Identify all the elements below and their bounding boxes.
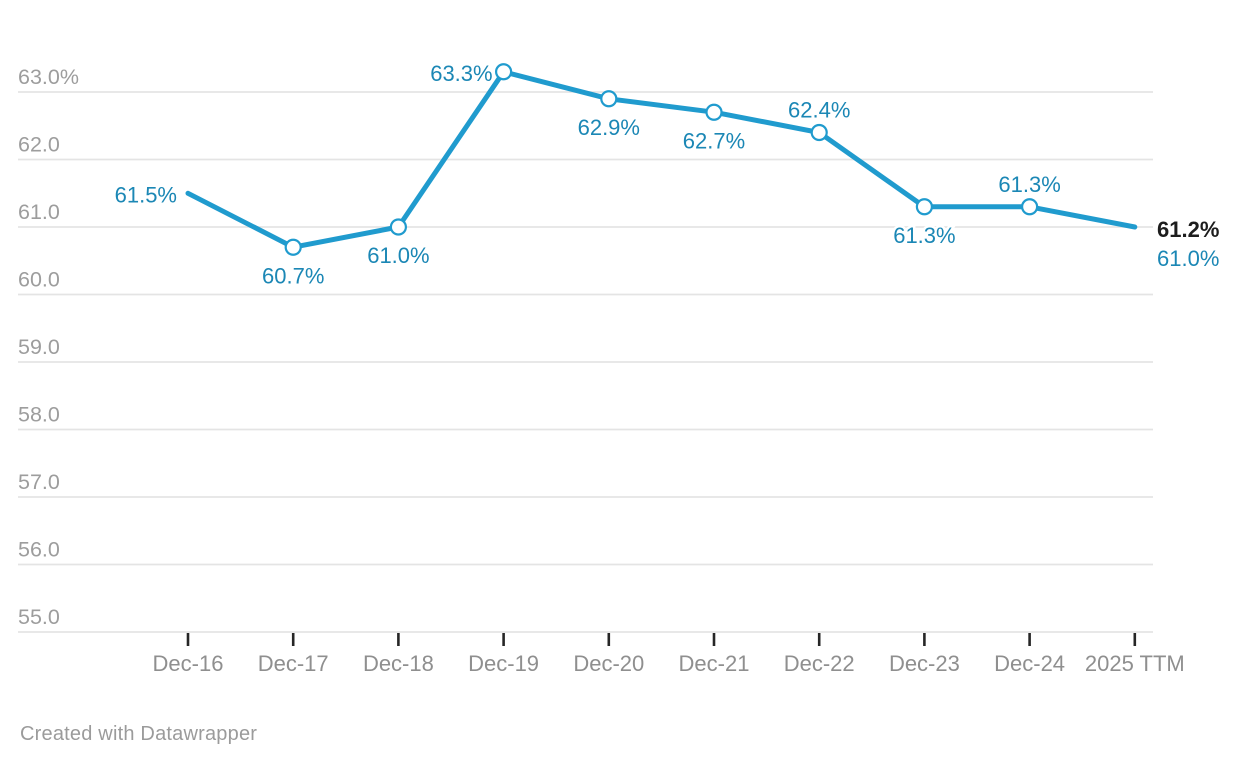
data-point-label: 61.0% [367,243,429,268]
data-point-label: 63.3% [430,61,492,86]
data-point-marker [495,63,513,81]
line-chart: 63.0% 62.0 61.0 60.0 59.0 58.0 57.0 56.0 55.0 Dec… [18,60,1220,676]
datawrapper-credit: Created with Datawrapper [20,723,258,745]
x-axis-label: Dec-19 [468,651,539,676]
end-label-primary: 61.2% [1157,217,1219,242]
data-point-label: 61.3% [893,223,955,248]
y-axis-label: 60.0 [18,268,60,292]
x-axis-label: Dec-18 [363,651,434,676]
x-axis-label: Dec-17 [258,651,329,676]
data-point-label: 62.4% [788,98,850,123]
y-axis-label: 55.0 [18,605,60,629]
x-axis-label: Dec-20 [573,651,644,676]
data-point-marker [600,90,618,108]
x-axis-label: 2025 TTM [1085,651,1185,676]
data-point-label: 61.5% [115,182,177,207]
data-point-label: 60.7% [262,263,324,288]
y-axis-label: 63.0% [18,65,79,89]
y-axis-label: 61.0 [18,200,60,224]
x-axis-label: Dec-23 [889,651,960,676]
data-point-label: 62.9% [578,115,640,140]
data-point-marker [705,103,723,121]
data-point-marker [915,198,934,216]
y-axis-label: 59.0 [18,335,60,359]
x-axis-label: Dec-21 [679,651,750,676]
y-axis-label: 57.0 [18,470,60,494]
x-axis-label: Dec-24 [994,651,1065,676]
x-axis-label: Dec-22 [784,651,855,676]
data-point-label: 62.7% [683,128,745,153]
data-point-marker [389,218,407,236]
data-point-marker [284,238,302,256]
data-line [185,69,1138,250]
data-point-marker [1020,198,1039,216]
end-label-secondary: 61.0% [1157,246,1219,271]
data-point-marker [810,123,828,142]
y-axis-label: 58.0 [18,403,60,427]
y-axis-label: 62.0 [18,133,60,157]
y-axis-label: 56.0 [18,538,60,562]
data-point-label: 61.3% [998,172,1060,197]
x-axis-label: Dec-16 [153,651,224,676]
